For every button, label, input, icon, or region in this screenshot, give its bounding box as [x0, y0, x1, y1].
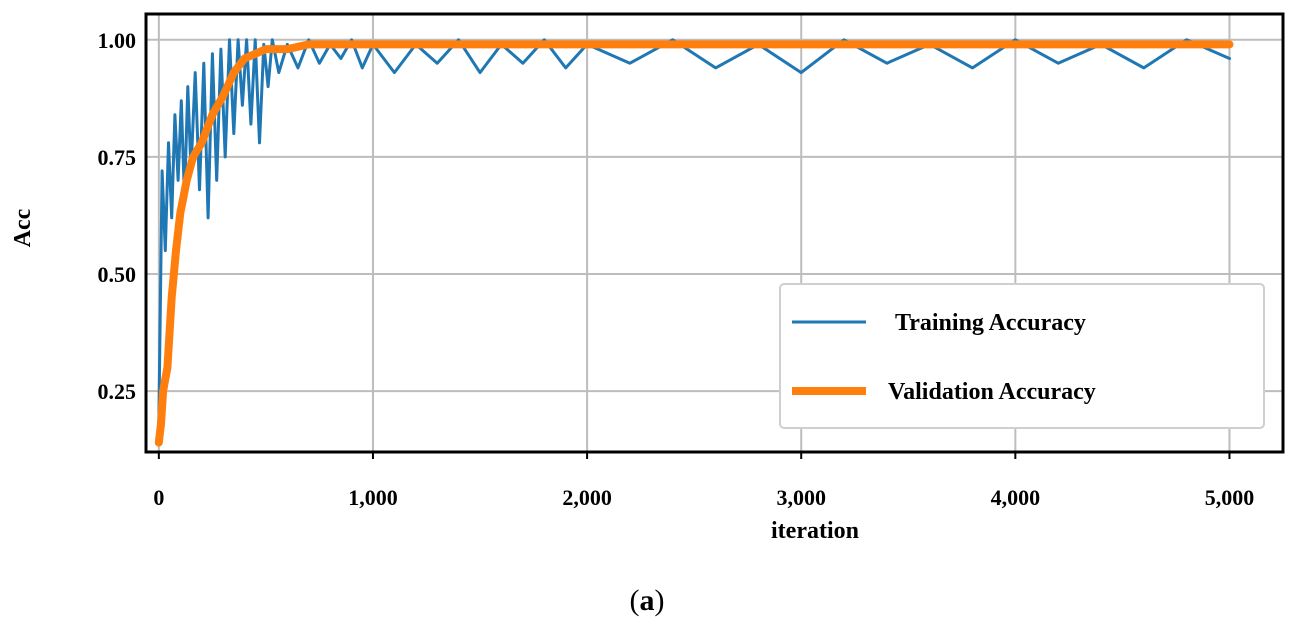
legend: Training Accuracy Validation Accuracy [779, 283, 1265, 429]
validation-accuracy-line [154, 40, 1234, 447]
y-tick-label: 1.00 [98, 28, 137, 53]
legend-label-validation: Validation Accuracy [888, 379, 1096, 405]
tick-labels: 0 1,000 2,000 3,000 4,000 5,000 0.25 0.50 0.75 1.… [98, 28, 1255, 510]
x-tick-label: 5,000 [1205, 485, 1255, 510]
x-tick-label: 2,000 [562, 485, 612, 510]
y-tick-label: 0.25 [98, 379, 137, 404]
plot-frame [144, 12, 1285, 454]
figure-caption: (a) [0, 584, 1294, 618]
y-axis-title: Acc [10, 208, 36, 247]
y-tick-label: 0.50 [98, 262, 137, 287]
legend-box [779, 283, 1265, 429]
series-lines [154, 38, 1234, 447]
x-axis-title: iteration [771, 518, 859, 544]
x-tick-label: 3,000 [776, 485, 826, 510]
training-accuracy-line [157, 38, 1231, 426]
caption-open: ( [629, 584, 640, 617]
caption-label: a [639, 584, 655, 617]
y-tick-label: 0.75 [98, 145, 137, 170]
grid [146, 14, 1283, 452]
caption-close: ) [654, 584, 665, 617]
x-tick-label: 1,000 [348, 485, 398, 510]
x-tick-label: 0 [153, 485, 164, 510]
x-tick-label: 4,000 [991, 485, 1041, 510]
legend-label-training: Training Accuracy [895, 310, 1086, 336]
